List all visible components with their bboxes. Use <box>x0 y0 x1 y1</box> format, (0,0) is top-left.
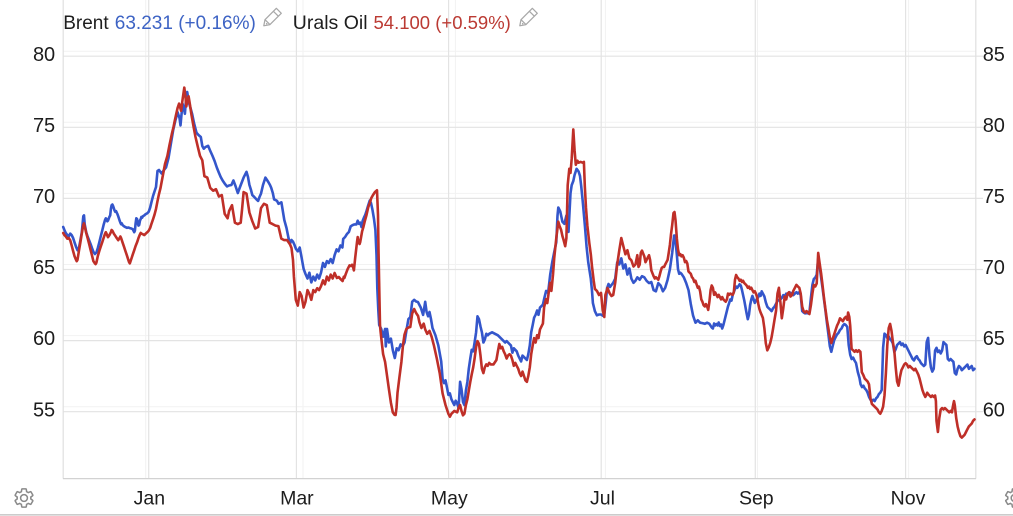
svg-text:65: 65 <box>983 328 1005 350</box>
svg-text:Nov: Nov <box>891 488 926 510</box>
svg-text:Urals Oil: Urals Oil <box>293 12 368 34</box>
svg-text:Mar: Mar <box>280 488 314 510</box>
svg-text:70: 70 <box>983 257 1005 279</box>
svg-text:Jul: Jul <box>590 488 615 510</box>
svg-text:75: 75 <box>33 115 55 137</box>
svg-text:May: May <box>431 488 468 510</box>
svg-text:Jan: Jan <box>134 488 165 510</box>
svg-text:80: 80 <box>983 115 1005 137</box>
svg-text:80: 80 <box>33 44 55 66</box>
svg-text:75: 75 <box>983 186 1005 208</box>
svg-text:Brent: Brent <box>63 13 109 34</box>
svg-text:55: 55 <box>33 399 55 421</box>
svg-text:54.100 (+0.59%): 54.100 (+0.59%) <box>374 12 511 33</box>
svg-text:85: 85 <box>983 44 1005 66</box>
svg-text:Sep: Sep <box>739 488 774 510</box>
svg-text:65: 65 <box>33 257 55 279</box>
svg-text:70: 70 <box>33 186 55 208</box>
svg-text:63.231 (+0.16%): 63.231 (+0.16%) <box>115 13 256 34</box>
svg-text:60: 60 <box>983 399 1005 421</box>
svg-text:60: 60 <box>33 328 55 350</box>
